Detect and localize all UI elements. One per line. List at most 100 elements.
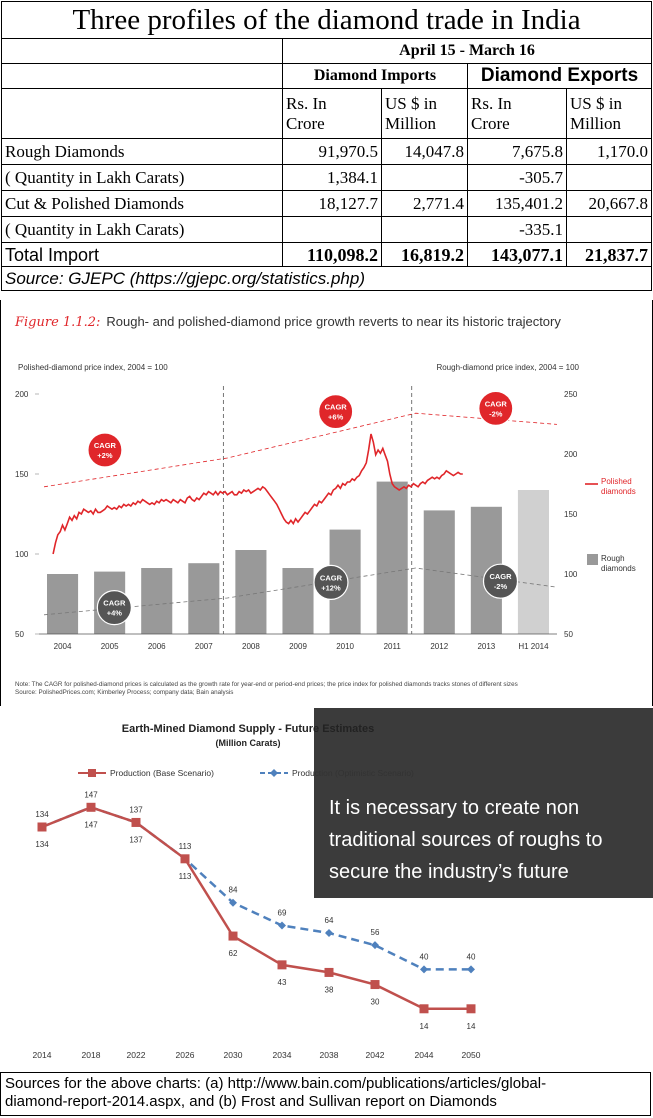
optimistic-point — [420, 965, 428, 974]
base-point — [131, 817, 141, 827]
cell-value: -335.1 — [467, 216, 567, 243]
cagr-value: +6% — [328, 413, 344, 422]
cell-value — [565, 164, 653, 191]
left-tick-label: 150 — [15, 470, 29, 479]
cell-value: 1,384.1 — [282, 164, 382, 191]
right-axis-label: Rough-diamond price index, 2004 = 100 — [436, 363, 579, 372]
polished-line — [52, 433, 463, 555]
optimistic-data-label: 40 — [420, 952, 429, 961]
cell-value: 7,675.8 — [467, 138, 567, 165]
cagr-label: CAGR — [320, 573, 343, 582]
cell-value: 14,047.8 — [381, 138, 468, 165]
base-point — [370, 980, 380, 990]
optimistic-data-label: 147 — [84, 790, 98, 799]
cagr-bubble — [96, 590, 132, 626]
total-value: 21,837.7 — [565, 242, 653, 267]
total-value: 16,819.2 — [381, 242, 468, 267]
left-tick-label: 200 — [15, 390, 29, 399]
x-tick-label: 2008 — [242, 642, 260, 651]
right-tick-label: 200 — [564, 450, 578, 459]
price-index-chart: Figure 1.1.2: Rough- and polished-diamond… — [14, 314, 636, 696]
cagr-value: +4% — [107, 609, 123, 618]
supply-estimates-figure: It is necessary to create non traditional… — [2, 708, 653, 1071]
figure-source: Source: PolishedPrices.com; Kimberley Pr… — [15, 689, 233, 696]
base-point — [277, 960, 287, 970]
cagr-bubble — [482, 563, 519, 599]
base-data-label: 38 — [325, 985, 334, 994]
x-tick-label: 2012 — [430, 642, 448, 651]
total-row: Total Import 110,098.2 16,819.2 143,077.… — [1, 242, 653, 267]
figure-note: Note: The CAGR for polished-diamond pric… — [15, 681, 518, 688]
cagr-label: CAGR — [325, 403, 348, 412]
base-data-label: 134 — [35, 840, 49, 849]
cagr-bubble — [478, 390, 514, 427]
legend-polished-label: Polished — [601, 477, 632, 486]
rough-trend-line — [43, 567, 558, 616]
x-tick-label: H1 2014 — [518, 642, 549, 651]
exports-header: Diamond Exports — [466, 63, 653, 89]
row-label: ( Quantity in Lakh Carats) — [1, 216, 283, 243]
chart-title: Earth-Mined Diamond Supply - Future Esti… — [122, 723, 374, 735]
unit-rs-imports: Rs. In Crore — [282, 88, 382, 139]
row-label: ( Quantity in Lakh Carats) — [1, 164, 283, 191]
rough-bar — [517, 490, 549, 634]
x-tick-label: 2006 — [148, 642, 166, 651]
cagr-value: +12% — [321, 583, 341, 592]
unit-us-imports: US $ in Million — [381, 88, 468, 139]
table-row: Cut & Polished Diamonds 18,127.7 2,771.4… — [1, 190, 653, 217]
x-tick-label: 2010 — [336, 642, 354, 651]
legend-polished-label: diamonds — [601, 487, 636, 496]
base-point — [180, 854, 190, 864]
left-tick-label: 50 — [15, 630, 24, 639]
cell-value — [381, 216, 468, 243]
base-line — [41, 805, 471, 1011]
optimistic-point — [278, 921, 286, 930]
figure-title-text: Rough- and polished-diamond price growth… — [106, 314, 561, 329]
x-tick-label: 2034 — [273, 1050, 292, 1060]
callout-text: traditional sources of roughs to — [329, 829, 603, 851]
price-index-figure: Figure 1.1.2: Rough- and polished-diamond… — [0, 300, 653, 706]
chart-subtitle: (Million Carats) — [215, 738, 280, 748]
unit-rs-exports: Rs. In Crore — [467, 88, 567, 139]
base-point — [228, 931, 238, 941]
optimistic-point — [467, 965, 475, 974]
cell-value: 18,127.7 — [282, 190, 382, 217]
base-point — [419, 1004, 429, 1014]
cell-value: 20,667.8 — [565, 190, 653, 217]
legend-base-marker — [88, 769, 96, 777]
left-axis-label: Polished-diamond price index, 2004 = 100 — [18, 363, 168, 372]
right-tick-label: 250 — [564, 390, 578, 399]
x-tick-label: 2004 — [54, 642, 72, 651]
cell-value: 2,771.4 — [381, 190, 468, 217]
rough-bar — [376, 481, 408, 634]
base-data-label: 14 — [467, 1022, 476, 1031]
left-tick-label: 100 — [15, 550, 29, 559]
cagr-value: -2% — [494, 582, 508, 591]
cell-value — [565, 216, 653, 243]
x-tick-label: 2038 — [320, 1050, 339, 1060]
cell-value: 91,970.5 — [282, 138, 382, 165]
x-tick-label: 2044 — [415, 1050, 434, 1060]
figure-label: Figure 1.1.2: — [14, 315, 100, 330]
optimistic-point — [325, 929, 333, 938]
legend-rough-label: Rough — [601, 554, 625, 563]
x-tick-label: 2009 — [289, 642, 307, 651]
period-header: April 15 - March 16 — [281, 38, 653, 64]
cagr-bubble — [87, 432, 123, 468]
supply-estimates-chart: It is necessary to create non traditional… — [33, 708, 653, 1060]
optimistic-data-label: 134 — [35, 810, 49, 819]
base-data-label: 137 — [129, 835, 143, 844]
optimistic-point — [371, 941, 379, 950]
optimistic-point — [229, 898, 237, 907]
x-tick-label: 2014 — [33, 1050, 52, 1060]
callout-text: secure the industry’s future — [329, 861, 569, 883]
rough-bar — [235, 550, 267, 634]
imports-header: Diamond Imports — [282, 63, 468, 89]
base-data-label: 43 — [278, 978, 287, 987]
optimistic-data-label: 56 — [371, 928, 380, 937]
optimistic-data-label: 40 — [467, 952, 476, 961]
cagr-label: CAGR — [94, 441, 117, 450]
cell-value: 135,401.2 — [467, 190, 567, 217]
row-label: Rough Diamonds — [1, 138, 283, 165]
